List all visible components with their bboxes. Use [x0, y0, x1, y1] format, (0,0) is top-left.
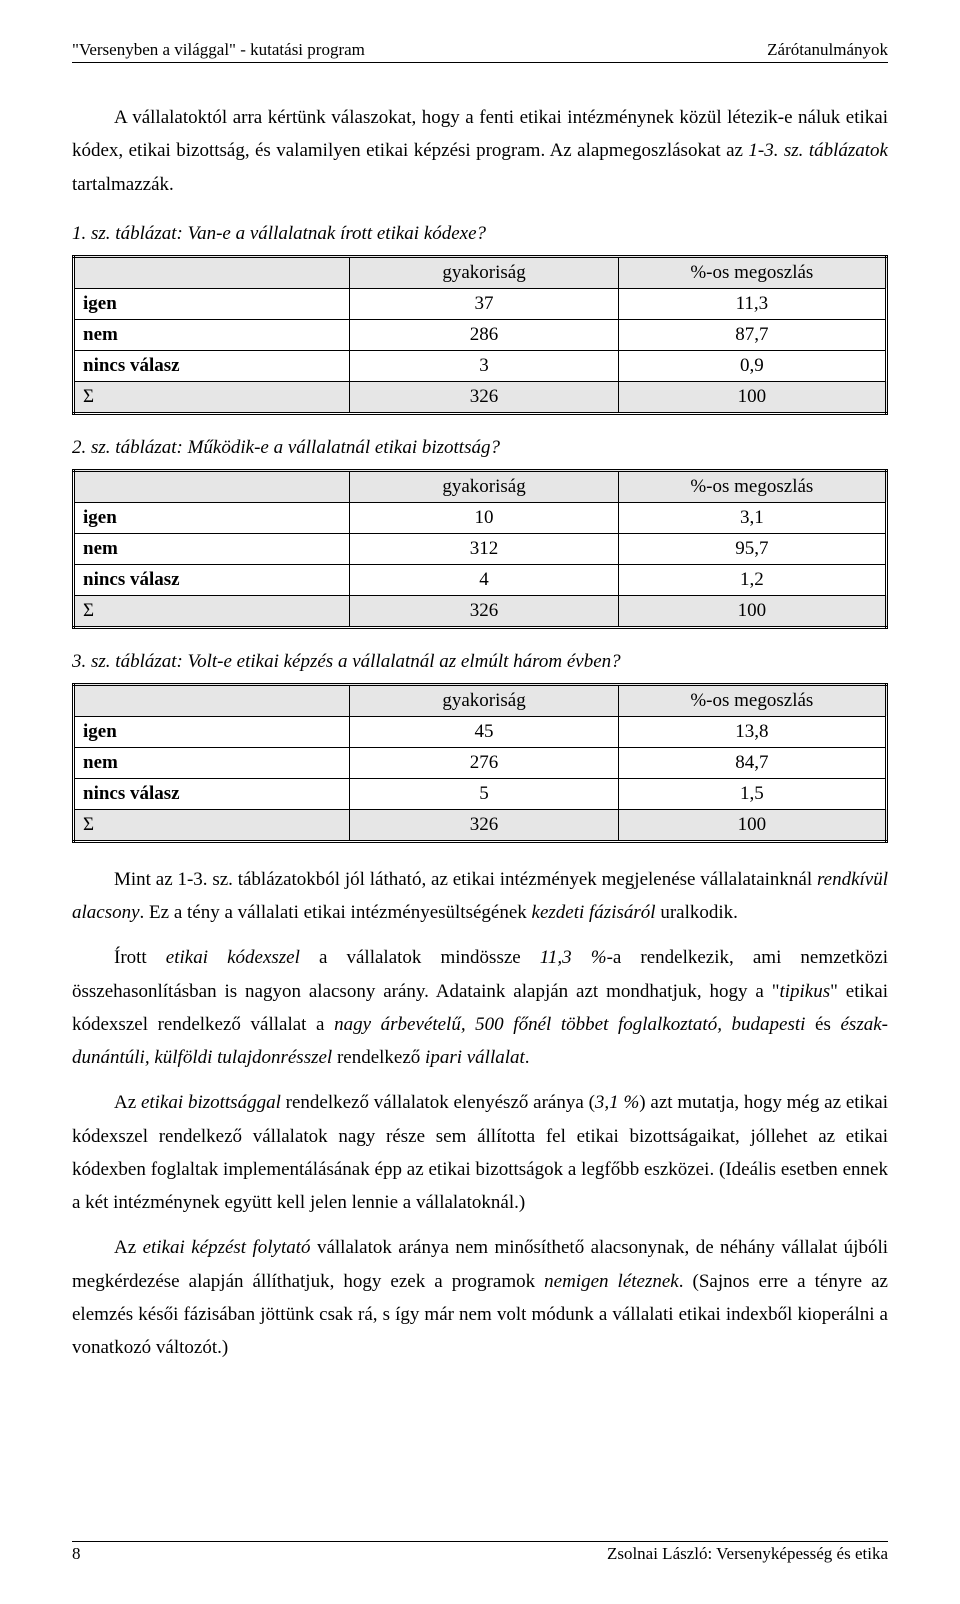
footer-right: Zsolnai László: Versenyképesség és etika [607, 1544, 888, 1564]
page-header: "Versenyben a világgal" - kutatási progr… [72, 40, 888, 63]
table-row: Σ 326 100 [74, 381, 887, 413]
table-row: nincs válasz 4 1,2 [74, 564, 887, 595]
table-row: igen 37 11,3 [74, 288, 887, 319]
table-row: nem 286 87,7 [74, 319, 887, 350]
paragraph-3: Írott etikai kódexszel a vállalatok mind… [72, 941, 888, 1074]
table-1: gyakoriság %-os megoszlás igen 37 11,3 n… [72, 255, 888, 415]
table-row: gyakoriság %-os megoszlás [74, 684, 887, 716]
header-left: "Versenyben a világgal" - kutatási progr… [72, 40, 365, 60]
table-row: gyakoriság %-os megoszlás [74, 256, 887, 288]
table-row: gyakoriság %-os megoszlás [74, 470, 887, 502]
header-right: Zárótanulmányok [767, 40, 888, 60]
table-row: Σ 326 100 [74, 809, 887, 841]
table-3: gyakoriság %-os megoszlás igen 45 13,8 n… [72, 683, 888, 843]
table-2: gyakoriság %-os megoszlás igen 10 3,1 ne… [72, 469, 888, 629]
table1-caption: 1. sz. táblázat: Van-e a vállalatnak íro… [72, 223, 888, 245]
table-row: nem 312 95,7 [74, 533, 887, 564]
paragraph-1: A vállalatoktól arra kértünk válaszokat,… [72, 101, 888, 201]
paragraph-5: Az etikai képzést folytató vállalatok ar… [72, 1231, 888, 1364]
table-row: igen 45 13,8 [74, 716, 887, 747]
paragraph-2: Mint az 1-3. sz. táblázatokból jól látha… [72, 863, 888, 930]
table2-caption: 2. sz. táblázat: Működik-e a vállalatnál… [72, 437, 888, 459]
page-footer: 8 Zsolnai László: Versenyképesség és eti… [72, 1541, 888, 1564]
paragraph-4: Az etikai bizottsággal rendelkező vállal… [72, 1086, 888, 1219]
table-row: nincs válasz 3 0,9 [74, 350, 887, 381]
page: "Versenyben a világgal" - kutatási progr… [0, 0, 960, 1604]
table-row: igen 10 3,1 [74, 502, 887, 533]
table-row: nem 276 84,7 [74, 747, 887, 778]
table3-caption: 3. sz. táblázat: Volt-e etikai képzés a … [72, 651, 888, 673]
table-row: Σ 326 100 [74, 595, 887, 627]
table-row: nincs válasz 5 1,5 [74, 778, 887, 809]
page-number: 8 [72, 1544, 81, 1564]
